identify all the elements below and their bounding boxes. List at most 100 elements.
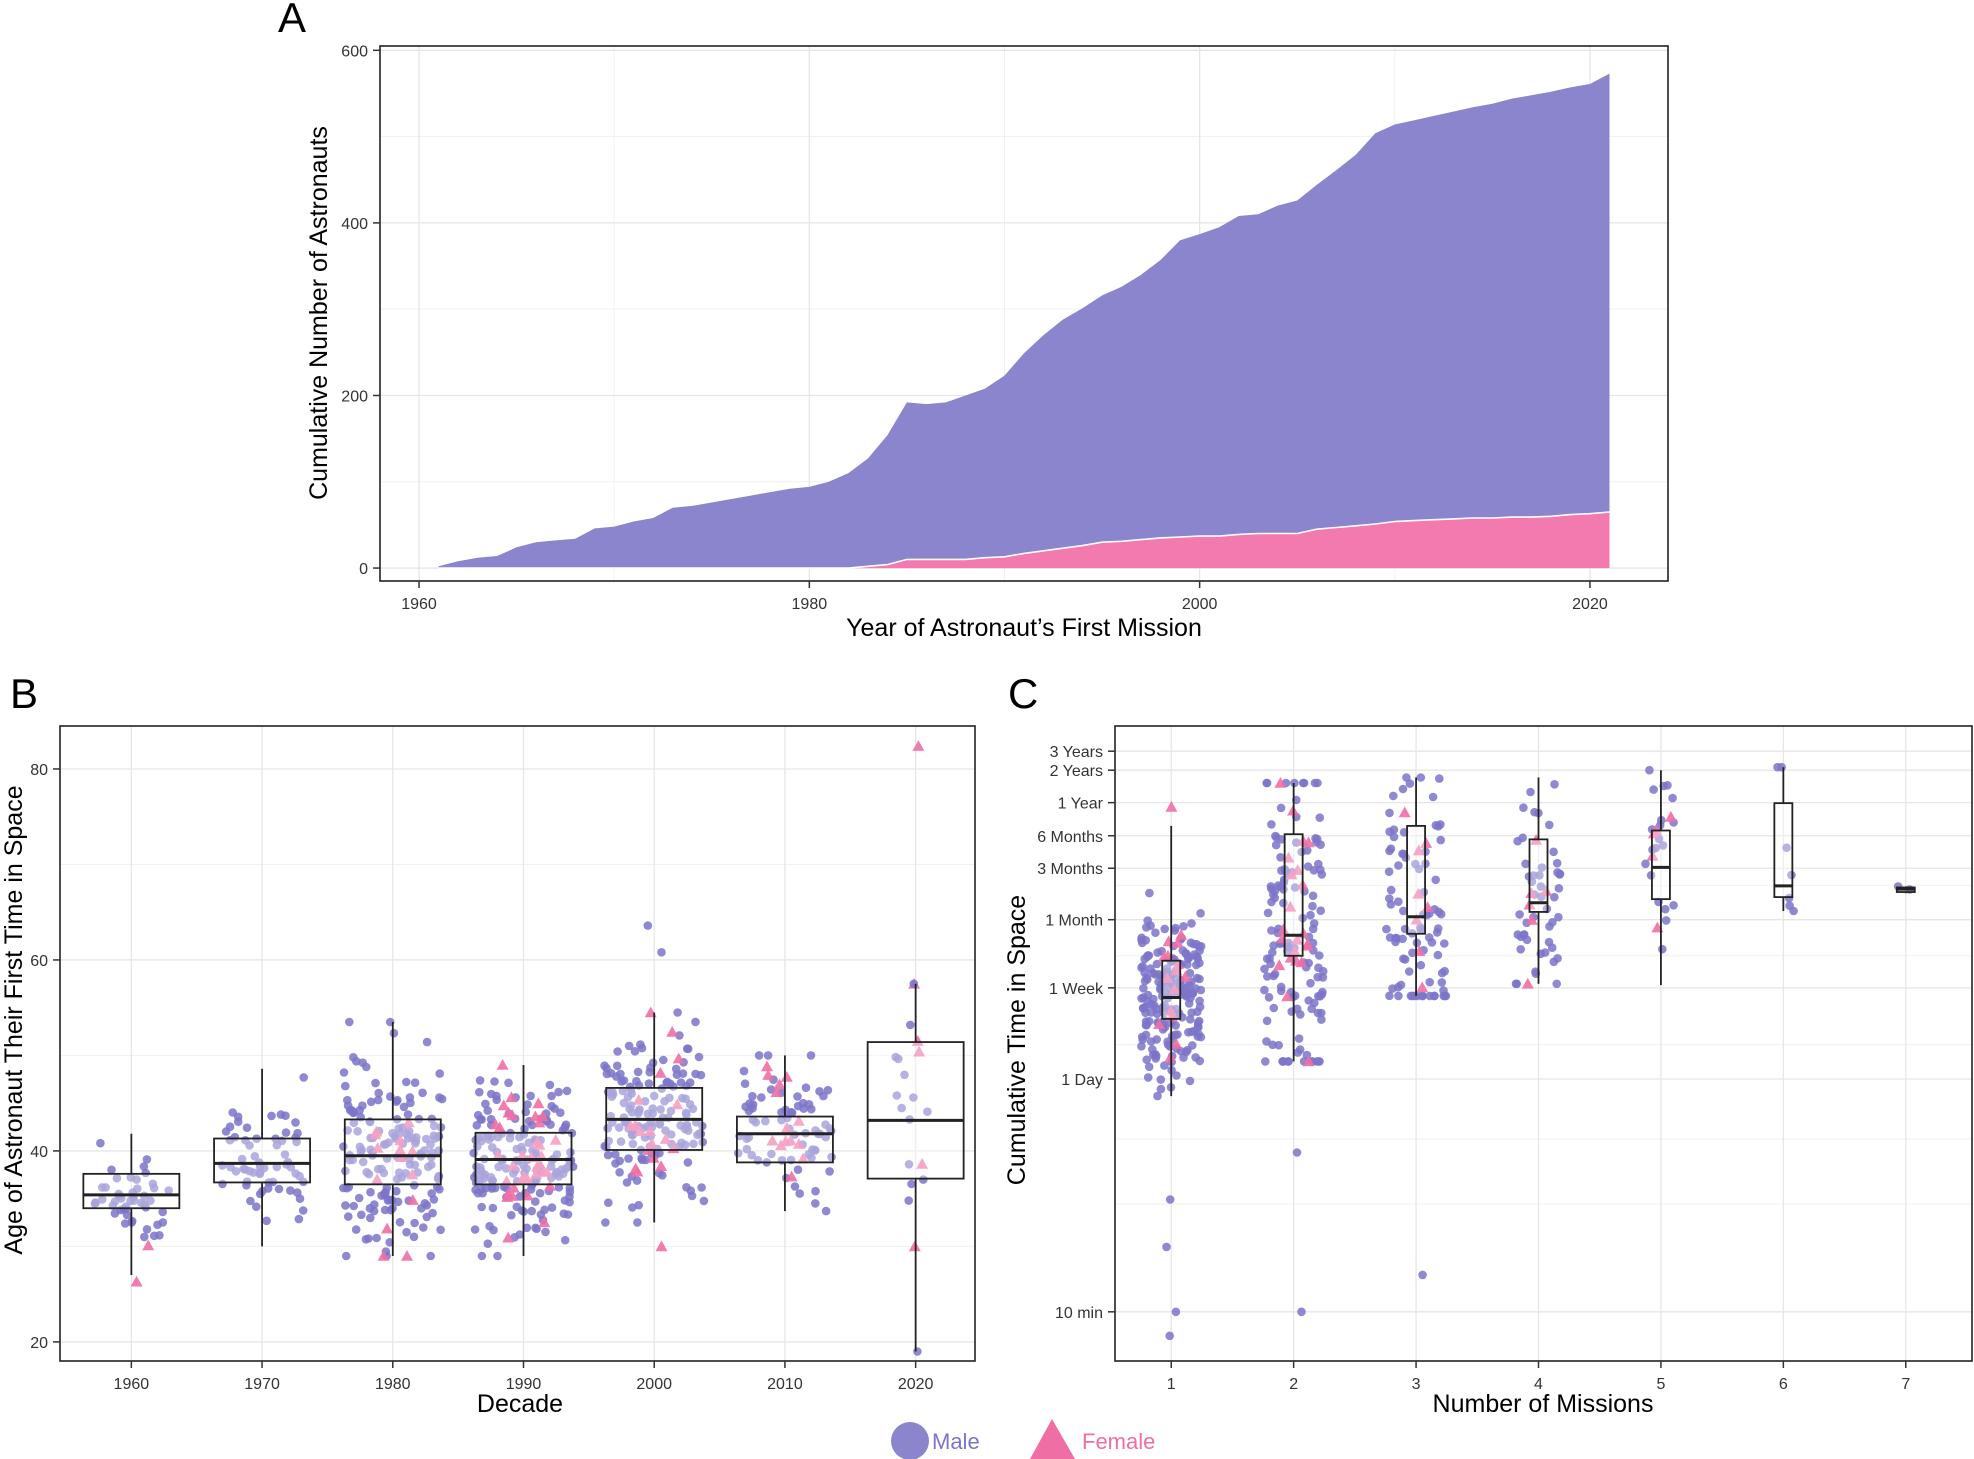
panel-c-male-point	[1279, 898, 1288, 908]
panel-b-male-point	[97, 1195, 107, 1204]
panel-c-male-point	[1152, 1035, 1161, 1044]
panel-c-outlier-point	[1165, 1331, 1174, 1341]
panel-c-x-tick-label: 2	[1289, 1376, 1298, 1393]
panel-b-female-point	[507, 1159, 519, 1171]
panel-letter-b: B	[10, 670, 38, 717]
panel-c-male-point	[1394, 897, 1403, 906]
panel-b-female-point	[377, 1250, 390, 1261]
panel-b-female-point	[770, 1086, 783, 1097]
panel-b-male-point	[694, 1052, 704, 1062]
panel-a-x-tick-label: 2000	[1182, 596, 1218, 613]
panel-b-male-point	[344, 1212, 353, 1221]
panel-b-male-point	[907, 1179, 916, 1189]
panel-b-male-point	[815, 1087, 824, 1096]
panel-c-male-point	[1416, 960, 1426, 970]
panel-b-female-point	[792, 1138, 805, 1149]
panel-c-male-point	[1188, 1041, 1197, 1050]
panel-c-female-point	[1420, 837, 1433, 848]
panel-b-female-point	[516, 1149, 529, 1160]
panel-b-male-point	[601, 1218, 610, 1227]
panel-c-male-point	[1309, 919, 1319, 928]
panel-b-female-point	[371, 1141, 384, 1153]
panel-b-male-point	[486, 1089, 496, 1099]
panel-c-male-point	[1548, 918, 1557, 927]
panel-c-male-point	[1645, 765, 1654, 775]
panel-b-male-point	[362, 1062, 371, 1072]
panel-c-male-point	[1139, 984, 1148, 993]
panel-c-male-point	[1186, 938, 1196, 947]
panel-b-male-point	[132, 1175, 141, 1184]
panel-b-male-point	[149, 1231, 159, 1241]
panel-c-outlier-point	[1162, 1242, 1171, 1252]
panel-b-male-point	[493, 1251, 502, 1261]
panel-c-male-point	[1405, 779, 1415, 788]
legend: Male Female	[891, 1419, 1155, 1459]
panel-b-male-point	[262, 1216, 271, 1226]
panel-b-male-point	[231, 1167, 241, 1176]
panel-b-male-point	[523, 1100, 532, 1109]
panel-c-male-point	[1521, 859, 1530, 869]
panel-c-male-point	[1148, 968, 1158, 978]
panel-b-female-point	[142, 1239, 155, 1251]
panel-c-male-point	[1398, 784, 1408, 794]
panel-b-male-point	[603, 1150, 613, 1160]
panel-b-male-point	[299, 1073, 309, 1082]
panel-b-male-point	[634, 1200, 643, 1210]
panel-c-male-point	[1316, 840, 1325, 849]
panel-b-male-point	[505, 1133, 515, 1143]
panel-c-female-point	[1398, 806, 1411, 818]
panel-b-x-tick-label: 1970	[244, 1376, 280, 1393]
panel-c-female-point	[1288, 945, 1301, 957]
panel-letter-a: A	[278, 0, 306, 41]
panel-c-male-point	[1658, 944, 1667, 954]
panel-b-outlier-point	[904, 1196, 913, 1205]
panel-c-male-point	[1431, 821, 1441, 830]
panel-b-male-point	[389, 1028, 399, 1038]
panel-b-female-point	[506, 1190, 519, 1201]
panel-c-x-tick-label: 7	[1901, 1376, 1910, 1393]
panel-c-male-point	[1187, 919, 1196, 928]
panel-b-male-point	[293, 1128, 302, 1138]
panel-c-y-axis-title: Cumulative Time in Space	[1003, 895, 1031, 1185]
panel-c-outlier-point	[1418, 1270, 1427, 1280]
panel-c-male-point	[1176, 1046, 1186, 1056]
panel-c-male-point	[1440, 939, 1449, 948]
panel-c-female-point	[1284, 900, 1297, 912]
panel-c-male-point	[1145, 888, 1154, 898]
panel-c-male-point	[1382, 924, 1391, 934]
panel-b-male-point	[354, 1193, 364, 1203]
panel-c-male-point	[1278, 1057, 1287, 1066]
panel-b-male-point	[566, 1148, 575, 1157]
panel-c-male-point	[1141, 1017, 1151, 1026]
panel-c-male-point	[1512, 979, 1522, 989]
panel-c-male-point	[1303, 862, 1313, 871]
panel-b-male-point	[357, 1210, 366, 1220]
panel-b-male-point	[373, 1095, 383, 1105]
panel-c-male-point	[1439, 991, 1448, 1001]
panel-a-areas	[438, 73, 1610, 569]
panel-b-male-point	[475, 1076, 485, 1085]
panel-b-male-point	[280, 1150, 290, 1159]
panel-b-box	[736, 1115, 834, 1164]
panel-b-male-point	[345, 1017, 354, 1027]
panel-c-male-point	[1195, 946, 1204, 956]
panel-b-male-point	[793, 1092, 802, 1101]
panel-c-male-point	[1143, 1073, 1153, 1082]
panel-b-male-point	[272, 1162, 282, 1172]
panel-b-ticks: 20 40 60 80 1960 1970 1980 1990 2000 2010 2020	[30, 762, 933, 1393]
panel-b-male-point	[793, 1165, 803, 1174]
panel-b-female-point	[634, 1125, 647, 1137]
panel-b-outlier-point	[913, 1347, 922, 1356]
panel-b-x-tick-label: 1980	[375, 1376, 411, 1393]
panel-c-box	[1528, 838, 1549, 913]
panel-b-y-tick-label: 80	[30, 762, 48, 779]
panel-b-male-point	[358, 1101, 367, 1110]
panel-b-male-point	[423, 1162, 433, 1172]
panel-b-female-point	[496, 1059, 509, 1070]
panel-b-male-point	[494, 1162, 503, 1172]
panel-c-male-point	[1389, 825, 1399, 834]
panel-b-outlier-point	[911, 1035, 924, 1046]
panel-c-female-point	[1412, 887, 1425, 899]
panel-b-male-point	[483, 1239, 493, 1248]
panel-b-male-point	[777, 1108, 786, 1117]
